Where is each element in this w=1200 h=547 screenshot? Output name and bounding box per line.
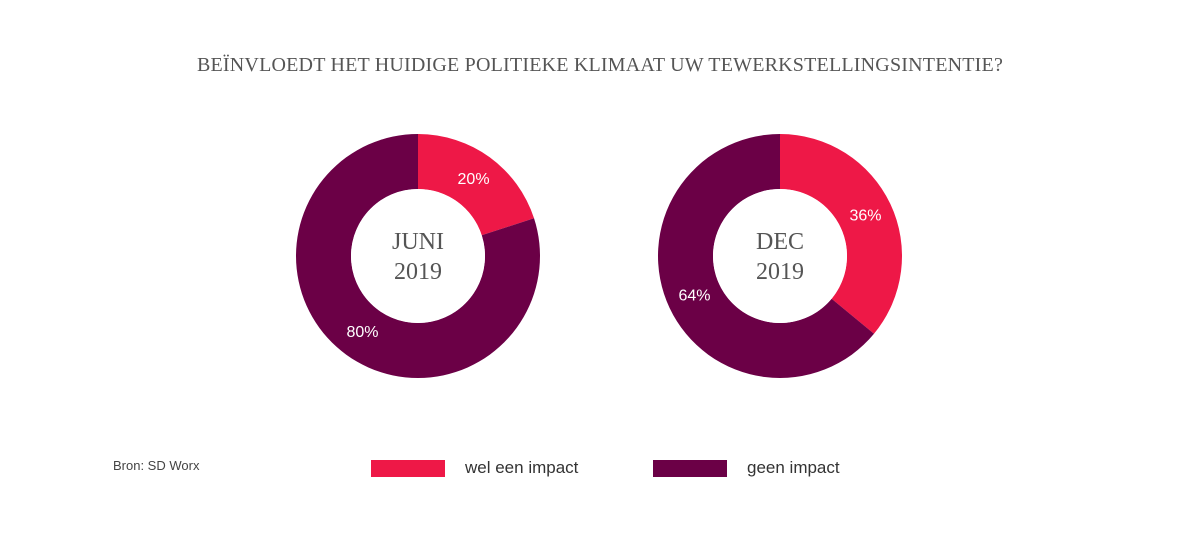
legend-label-geen-impact: geen impact <box>747 458 840 477</box>
slice-wel-een-impact <box>780 134 902 334</box>
slice-wel-een-impact <box>418 134 535 236</box>
slice-value-label: 64% <box>678 288 710 305</box>
center-label: DEC <box>756 229 804 255</box>
legend-item-wel-een-impact: wel een impact <box>371 455 578 481</box>
legend-label-wel-een-impact: wel een impact <box>465 458 579 477</box>
center-label: 2019 <box>756 259 804 285</box>
legend-swatch-geen-impact <box>653 459 727 477</box>
legend-item-geen-impact: geen impact <box>653 455 840 481</box>
donut-hole <box>713 189 847 323</box>
center-label: 2019 <box>394 259 442 285</box>
slice-geen-impact <box>657 134 875 379</box>
legend-swatch-wel-een-impact <box>371 459 445 477</box>
source-note: Bron: SD Worx <box>113 458 200 473</box>
donut-dec-2019: 36% 64% DEC 2019 <box>657 134 902 379</box>
slice-geen-impact <box>295 134 540 378</box>
chart-title: BEÏNVLOEDT HET HUIDIGE POLITIEKE KLIMAAT… <box>196 54 1004 76</box>
slice-value-label: 20% <box>458 171 490 188</box>
donut-juni-2019: 20% 80% JUNI 2019 <box>295 134 540 378</box>
center-label: JUNI <box>392 229 444 255</box>
donut-hole <box>351 189 485 323</box>
slice-value-label: 36% <box>849 207 881 224</box>
slice-value-label: 80% <box>346 324 378 341</box>
